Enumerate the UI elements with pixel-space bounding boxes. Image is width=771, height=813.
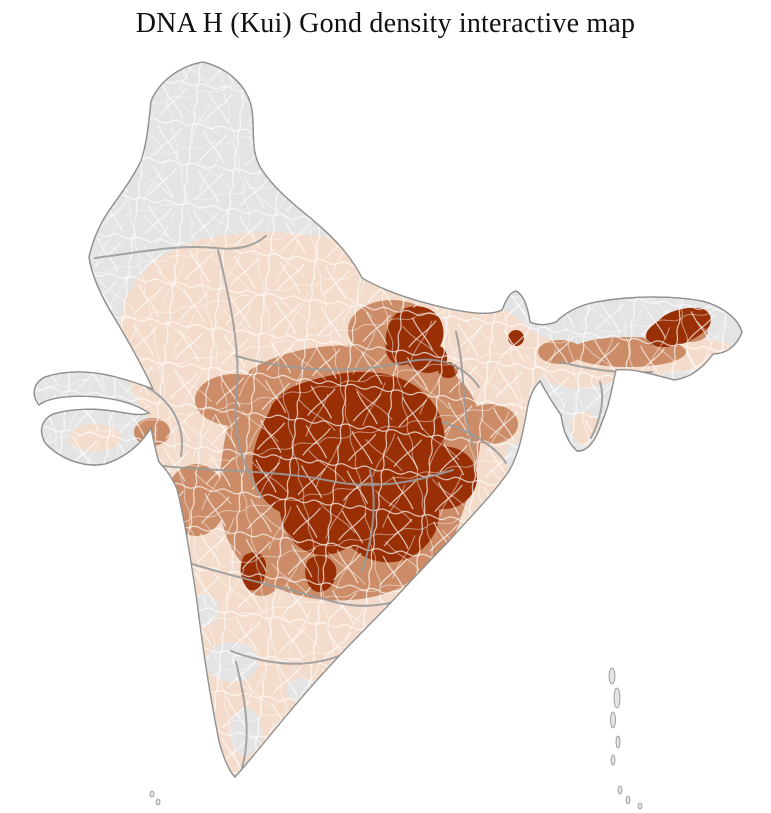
island-dot[interactable] — [610, 711, 616, 729]
map-title: DNA H (Kui) Gond density interactive map — [135, 8, 636, 39]
island-dot[interactable] — [615, 735, 621, 749]
island-dot[interactable] — [613, 687, 621, 709]
island-dot[interactable] — [617, 785, 623, 795]
island-dot[interactable] — [155, 798, 161, 806]
district-patch-low[interactable] — [618, 382, 642, 402]
district-patch-darkgray[interactable] — [523, 454, 537, 472]
island-dot[interactable] — [610, 754, 616, 766]
state-borders — [94, 235, 653, 769]
island-dot[interactable] — [625, 795, 631, 805]
island-chain[interactable] — [149, 667, 643, 810]
island-dot[interactable] — [637, 802, 643, 810]
island-dot[interactable] — [608, 667, 616, 685]
island-dot[interactable] — [149, 790, 155, 798]
